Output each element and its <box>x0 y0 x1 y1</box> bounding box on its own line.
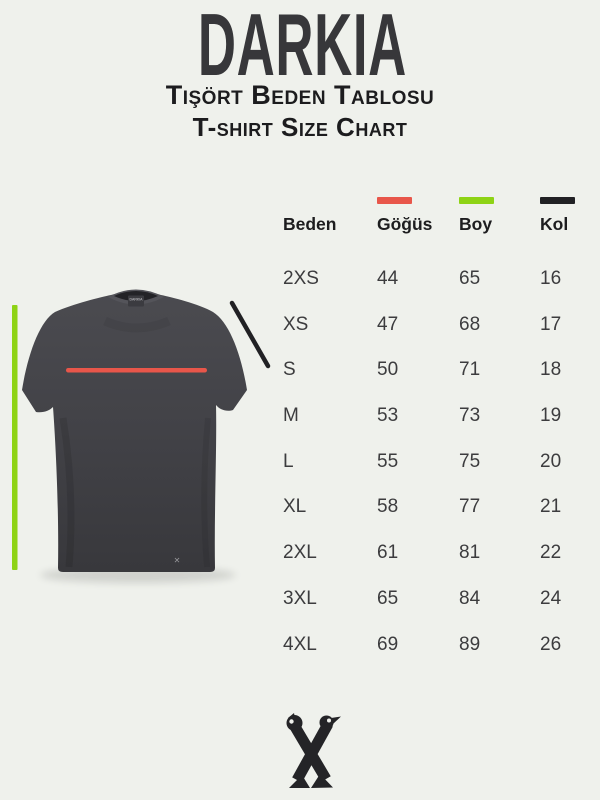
fold-shade-left <box>59 417 75 568</box>
sleeve-value: 17 <box>540 313 562 335</box>
table-row: 4XL 69 89 26 <box>283 634 590 680</box>
x-spike-right <box>331 716 341 724</box>
table-row: L 55 75 20 <box>283 451 590 497</box>
table-body: 2XS 44 65 16 XS 47 68 17 S 50 71 18 M 53… <box>283 268 590 679</box>
x-stroke-b <box>292 721 333 783</box>
sleeve-value: 26 <box>540 633 562 655</box>
x-eye-right <box>327 718 331 723</box>
sleeve-value: 21 <box>540 496 562 518</box>
sleeve-value: 20 <box>540 450 562 472</box>
sleeve-value: 16 <box>540 268 562 289</box>
chest-value: 55 <box>377 450 399 472</box>
table-row: 2XS 44 65 16 <box>283 268 590 314</box>
table-row: XS 47 68 17 <box>283 314 590 360</box>
height-value: 84 <box>459 587 481 609</box>
sleeve-value: 18 <box>540 359 562 381</box>
size-label: 2XS <box>283 268 319 289</box>
size-label: S <box>283 359 296 381</box>
chest-value: 44 <box>377 268 399 289</box>
height-marker <box>459 197 494 204</box>
subtitle-turkish: Tişört Beden Tablosu <box>165 80 435 110</box>
size-label: 2XL <box>283 542 317 564</box>
col-header-boy: Boy <box>459 214 493 234</box>
collar-label-tag <box>128 295 144 307</box>
size-label: M <box>283 405 299 427</box>
sleeve-value: 24 <box>540 587 562 609</box>
height-value: 77 <box>459 496 481 518</box>
table-header: Beden Göğüs Boy Kol <box>283 214 590 235</box>
chest-measure-line <box>66 368 207 373</box>
table-row: XL 58 77 21 <box>283 496 590 542</box>
chest-marker <box>377 197 412 204</box>
brand-x-logo-icon <box>286 713 341 788</box>
chest-value: 61 <box>377 542 399 564</box>
height-measure-line <box>12 305 18 570</box>
fold-shade-chest <box>103 316 171 333</box>
col-header-kol: Kol <box>540 214 569 234</box>
size-label: XL <box>283 496 307 518</box>
fold-shade-right <box>201 417 211 568</box>
table-row: 3XL 65 84 24 <box>283 588 590 634</box>
height-value: 81 <box>459 542 481 564</box>
collar-label-text: DARKIA <box>129 298 143 302</box>
table-row: M 53 73 19 <box>283 405 590 451</box>
tshirt-illustration: DARKIA ✕ <box>12 289 271 583</box>
table-row: S 50 71 18 <box>283 359 590 405</box>
chest-value: 47 <box>377 313 399 335</box>
sleeve-value: 22 <box>540 542 562 564</box>
sleeve-marker <box>540 197 575 204</box>
chest-value: 65 <box>377 587 399 609</box>
sleeve-measure-line <box>229 300 271 369</box>
height-value: 73 <box>459 405 481 427</box>
height-value: 68 <box>459 313 481 335</box>
size-label: 4XL <box>283 633 317 655</box>
x-foot-right <box>311 774 333 788</box>
x-foot-left <box>289 775 310 788</box>
size-label: XS <box>283 313 309 335</box>
brand-logo: DARKIA <box>197 0 407 94</box>
chest-value: 58 <box>377 496 399 518</box>
hem-logo-mark: ✕ <box>174 556 181 565</box>
col-header-beden: Beden <box>283 214 337 234</box>
height-value: 89 <box>459 633 481 655</box>
subtitle-english: T-shirt Size Chart <box>192 112 408 142</box>
chest-value: 53 <box>377 405 399 427</box>
tshirt-body <box>22 291 247 572</box>
chest-value: 50 <box>377 359 399 381</box>
x-spike-left <box>288 713 296 720</box>
size-label: 3XL <box>283 587 317 609</box>
size-label: L <box>283 450 294 472</box>
col-header-gogus: Göğüs <box>377 214 433 234</box>
height-value: 75 <box>459 450 481 472</box>
x-head-right <box>319 715 334 730</box>
table-row: 2XL 61 81 22 <box>283 542 590 588</box>
sleeve-value: 19 <box>540 405 562 427</box>
x-eye-left <box>289 719 294 724</box>
chest-value: 69 <box>377 633 399 655</box>
height-value: 71 <box>459 359 481 381</box>
x-head-left <box>286 715 303 731</box>
height-value: 65 <box>459 268 481 289</box>
